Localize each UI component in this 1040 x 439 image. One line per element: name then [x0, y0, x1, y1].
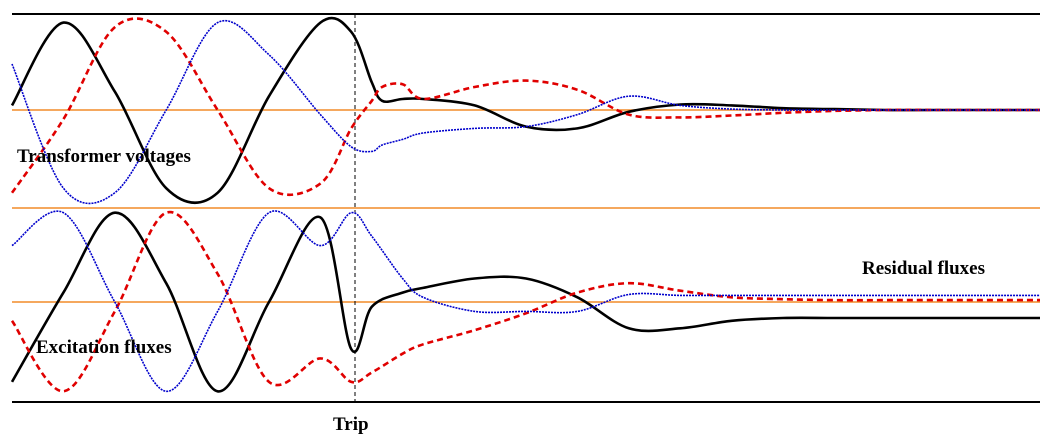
voltage-black-series-line: [10, 16, 1040, 205]
series-layer: [10, 16, 1040, 393]
label-transformer-voltages: Transformer voltages: [17, 146, 191, 167]
voltage-red-series-line: [10, 17, 1040, 197]
voltage-blue-series-line: [11, 19, 1040, 205]
label-trip: Trip: [333, 414, 369, 435]
flux-blue-series-line: [11, 210, 1040, 393]
flux-red-series-line: [10, 210, 1040, 393]
label-excitation-fluxes: Excitation fluxes: [36, 337, 172, 358]
label-residual-fluxes: Residual fluxes: [862, 258, 985, 279]
